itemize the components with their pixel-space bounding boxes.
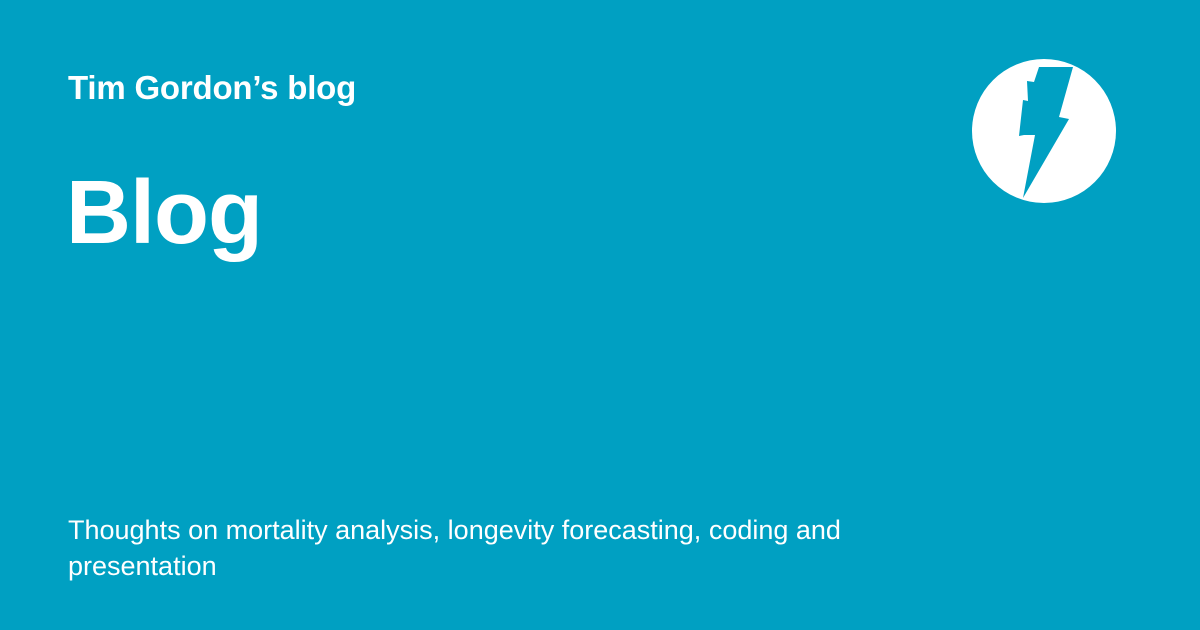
lightning-bolt-shape [1019,67,1073,198]
page-title: Blog [66,163,263,263]
site-title: Tim Gordon’s blog [68,69,357,106]
lightning-bolt-icon [972,59,1116,203]
page-description: Thoughts on mortality analysis, longevit… [68,515,841,581]
site-logo [972,59,1116,203]
